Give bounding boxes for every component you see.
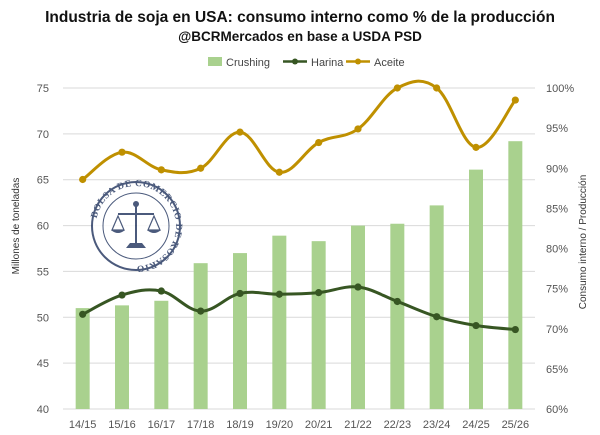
point-harina	[157, 287, 165, 295]
x-axis-ticks: 14/15 15/16 16/17 17/18 18/19 19/20 20/21 21/22…	[69, 419, 529, 431]
x-tick-label: 22/23	[384, 419, 412, 431]
bar-crushing	[429, 205, 444, 409]
y2-tick-label: 80%	[546, 244, 568, 256]
x-tick-label: 25/26	[502, 419, 530, 431]
x-tick-label: 21/22	[344, 419, 372, 431]
seal-watermark: BOLSA DE COMERCIO DE ROSARIO	[90, 179, 183, 273]
point-harina	[315, 289, 323, 297]
y-tick-label: 60	[37, 221, 49, 233]
point-harina	[433, 313, 441, 321]
gridlines	[63, 87, 535, 410]
y2-tick-label: 95%	[546, 123, 568, 135]
point-aceite	[393, 84, 401, 92]
bar-crushing	[75, 308, 90, 409]
point-harina	[197, 307, 205, 315]
y-tick-label: 45	[37, 358, 49, 370]
point-harina	[275, 290, 283, 298]
bar-crushing	[272, 235, 287, 409]
bar-crushing	[351, 225, 365, 409]
line-aceite	[81, 79, 517, 181]
point-aceite	[157, 166, 165, 174]
legend: Crushing Harina Aceite	[208, 57, 405, 69]
point-harina	[511, 325, 519, 334]
y-tick-label: 65	[37, 175, 49, 187]
x-tick-label: 18/19	[226, 419, 254, 431]
bar-crushing	[390, 223, 405, 409]
bar-crushing	[154, 300, 169, 409]
bar-crushing	[193, 263, 208, 409]
legend-label-harina: Harina	[311, 57, 344, 69]
x-tick-label: 24/25	[462, 419, 490, 431]
point-aceite	[354, 125, 362, 133]
x-tick-label: 19/20	[266, 419, 294, 431]
chart-subtitle: @BCRMercados en base a USDA PSD	[178, 29, 422, 44]
point-aceite	[197, 164, 205, 172]
point-harina	[118, 291, 126, 299]
point-harina	[354, 283, 362, 291]
x-tick-label: 15/16	[108, 419, 136, 431]
point-aceite	[79, 175, 87, 184]
y2-tick-label: 90%	[546, 163, 568, 175]
legend-label-crushing: Crushing	[226, 57, 270, 69]
y-tick-label: 40	[37, 404, 49, 416]
point-harina	[236, 289, 244, 298]
y2-tick-label: 70%	[546, 324, 568, 336]
y-tick-label: 55	[37, 266, 49, 278]
bar-crushing	[469, 169, 483, 409]
point-harina	[393, 297, 401, 306]
y-tick-label: 70	[37, 129, 49, 141]
point-aceite	[315, 138, 323, 147]
y2-axis-title: Consumo interno / Producción	[578, 175, 589, 310]
x-tick-label: 23/24	[423, 419, 451, 431]
y2-tick-label: 65%	[546, 364, 568, 376]
y-axis-title: Millones de toneladas	[11, 178, 22, 275]
legend-label-aceite: Aceite	[374, 57, 405, 69]
crushing-bars	[75, 141, 523, 410]
y2-tick-label: 85%	[546, 203, 568, 215]
left-axis-ticks: 40 45 50 55 60 65 70 75	[37, 83, 49, 416]
x-tick-label: 20/21	[305, 419, 333, 431]
bar-crushing	[311, 241, 326, 409]
series-lines	[79, 79, 519, 334]
bar-crushing	[115, 305, 129, 409]
point-harina	[472, 321, 480, 330]
right-axis-ticks: 60% 65% 70% 75% 80% 85% 90% 95% 100%	[546, 83, 574, 416]
y2-tick-label: 75%	[546, 284, 568, 296]
y-tick-label: 50	[37, 312, 49, 324]
x-tick-label: 17/18	[187, 419, 215, 431]
point-aceite	[118, 148, 126, 156]
point-harina	[79, 310, 87, 318]
y-tick-label: 75	[37, 83, 49, 95]
line-harina	[81, 285, 516, 332]
point-aceite	[275, 168, 283, 176]
point-aceite	[511, 96, 519, 104]
bar-crushing	[508, 141, 523, 410]
y2-tick-label: 100%	[546, 83, 574, 95]
chart-title: Industria de soja en USA: consumo intern…	[45, 9, 555, 26]
point-aceite	[433, 84, 441, 92]
bar-crushing	[233, 253, 247, 409]
point-aceite	[236, 128, 244, 136]
y2-tick-label: 60%	[546, 404, 568, 416]
x-tick-label: 14/15	[69, 419, 97, 431]
legend-swatch-crushing	[208, 57, 222, 66]
point-aceite	[472, 143, 480, 151]
x-tick-label: 16/17	[148, 419, 176, 431]
